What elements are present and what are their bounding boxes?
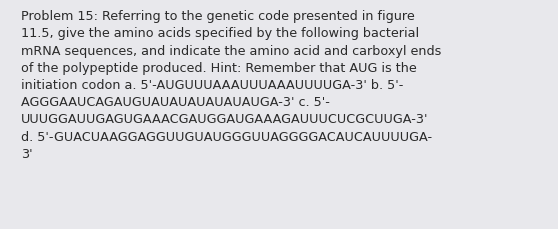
Text: Problem 15: Referring to the genetic code presented in figure
11.5, give the ami: Problem 15: Referring to the genetic cod… <box>21 10 441 160</box>
